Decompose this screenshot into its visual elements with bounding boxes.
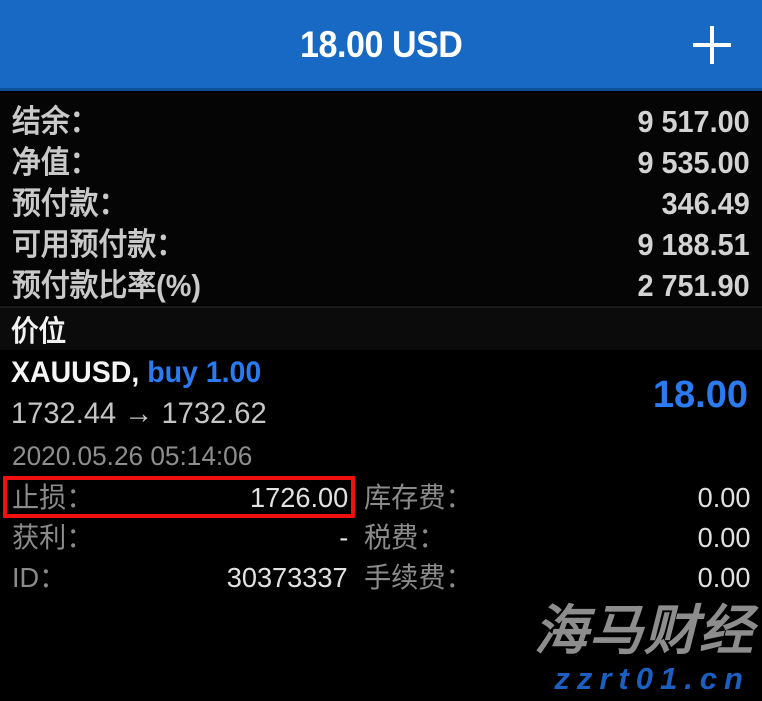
page-title: 18.00 USD (299, 24, 463, 65)
position-side-volume: buy 1.00 (147, 356, 262, 389)
detail-cell-id: ID： 30373337 (0, 556, 358, 596)
detail-row: ID： 30373337 手续费： 0.00 (0, 556, 762, 596)
summary-row-balance: 结余： 9 517.00 (0, 96, 762, 139)
detail-cell-swap: 库存费： 0.00 (358, 476, 762, 516)
positions-section-header: 价位 (0, 308, 762, 350)
detail-label: 税费： (364, 522, 446, 553)
summary-label: 预付款比率(%) (12, 268, 201, 303)
position-prices: 1732.44 → 1732.62 (11, 397, 267, 430)
detail-row: 获利： - 税费： 0.00 (0, 516, 762, 556)
summary-value: 9 535.00 (637, 145, 750, 180)
summary-label: 净值： (12, 145, 99, 180)
position-symbol-line: XAUUSD, buy 1.00 (11, 356, 261, 390)
detail-value: - (338, 522, 348, 553)
detail-value: 0.00 (697, 482, 750, 513)
watermark-brand: 海马财经 (534, 601, 754, 661)
position-symbol: XAUUSD, (11, 356, 140, 389)
positions-section-title: 价位 (11, 316, 67, 348)
watermark-url: zzrt01.cn (554, 661, 750, 696)
summary-label: 结余： (12, 104, 99, 139)
summary-label: 可用预付款： (12, 227, 185, 262)
plus-icon[interactable] (684, 17, 740, 73)
detail-cell-commission: 手续费： 0.00 (358, 556, 762, 596)
summary-value: 9 188.51 (637, 227, 750, 262)
detail-cell-take-profit: 获利： - (0, 516, 358, 556)
detail-label: ID： (12, 562, 67, 593)
summary-row-free-margin: 可用预付款： 9 188.51 (0, 219, 762, 262)
detail-label: 手续费： (364, 562, 473, 593)
app-header: 18.00 USD (0, 0, 762, 90)
summary-value: 346.49 (661, 186, 750, 221)
account-summary: 结余： 9 517.00 净值： 9 535.00 预付款： 346.49 可用… (0, 93, 762, 305)
summary-label: 预付款： (12, 186, 128, 221)
summary-row-equity: 净值： 9 535.00 (0, 137, 762, 180)
position-open-time: 2020.05.26 05:14:06 (12, 441, 253, 471)
watermark: 海马财经 zzrt01.cn (534, 601, 754, 697)
detail-cell-stop-loss: 止损： 1726.00 (0, 476, 358, 516)
summary-value: 9 517.00 (637, 104, 750, 139)
position-details: 止损： 1726.00 库存费： 0.00 获利： - 税费： 0.00 ID：… (0, 476, 762, 596)
detail-value: 30373337 (227, 562, 348, 593)
summary-value: 2 751.90 (637, 268, 750, 303)
detail-value: 0.00 (697, 562, 750, 593)
position-profit: 18.00 (652, 374, 748, 416)
position-row[interactable]: XAUUSD, buy 1.00 1732.44 → 1732.62 18.00 (0, 350, 762, 445)
detail-label: 止损： (12, 482, 94, 513)
header-underline (0, 88, 762, 91)
detail-label: 库存费： (364, 482, 473, 513)
summary-row-margin: 预付款： 346.49 (0, 178, 762, 221)
detail-row: 止损： 1726.00 库存费： 0.00 (0, 476, 762, 516)
detail-label: 获利： (12, 522, 94, 553)
section-divider (0, 306, 762, 308)
summary-row-margin-level: 预付款比率(%) 2 751.90 (0, 260, 762, 303)
detail-value: 0.00 (697, 522, 750, 553)
detail-cell-tax: 税费： 0.00 (358, 516, 762, 556)
detail-value: 1726.00 (249, 482, 348, 513)
